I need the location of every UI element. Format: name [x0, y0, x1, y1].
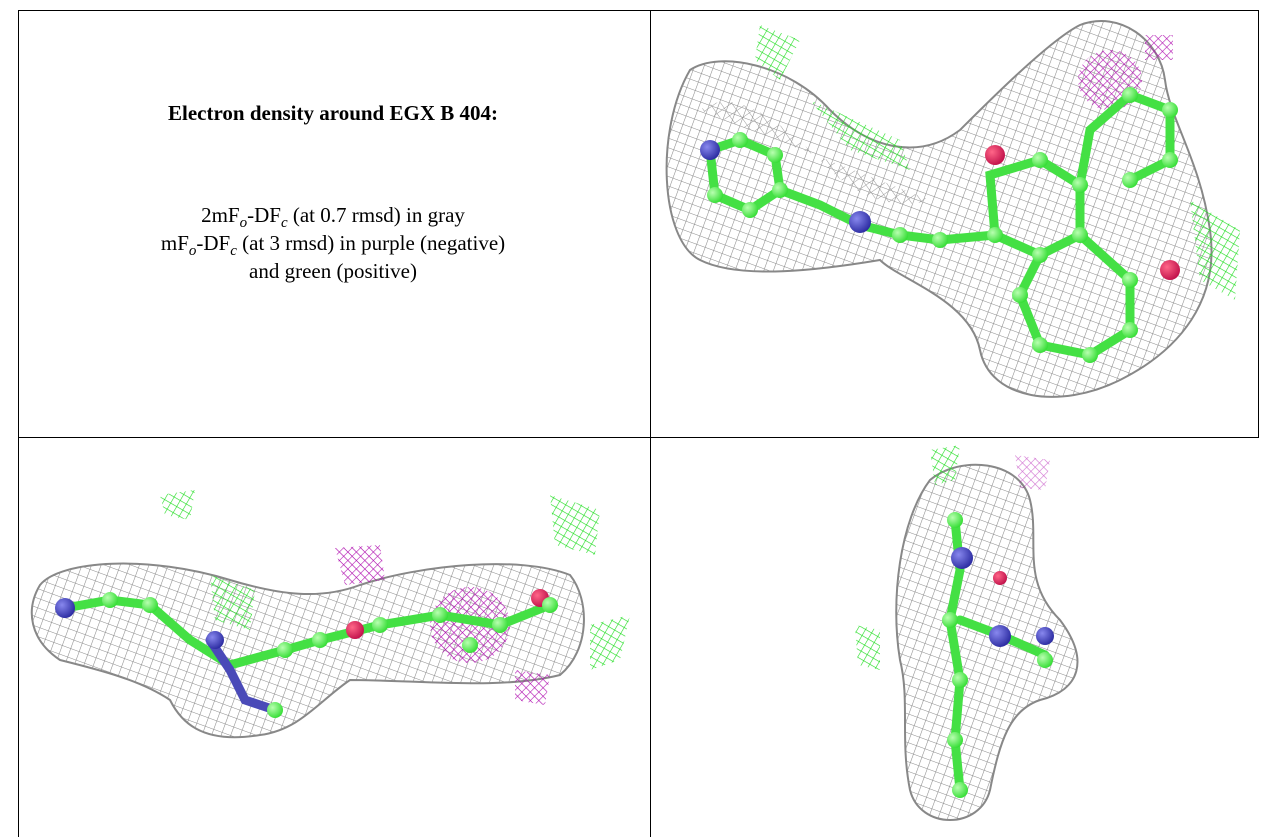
- table-borders: [18, 10, 1259, 837]
- subscript: o: [240, 215, 248, 231]
- caption-text: (at 0.7 rmsd) in gray: [288, 203, 466, 227]
- caption-text: and green (positive): [249, 259, 417, 283]
- caption-text: mF: [161, 231, 189, 255]
- caption-text: -DF: [196, 231, 230, 255]
- caption-text: -DF: [247, 203, 281, 227]
- density-view-side: [30, 490, 630, 739]
- caption-text: (at 3 rmsd) in purple (negative): [237, 231, 505, 255]
- density-view-end: [855, 445, 1079, 821]
- subscript: c: [230, 243, 237, 259]
- density-view-top: [665, 20, 1240, 398]
- caption-text: 2mF: [201, 203, 240, 227]
- caption-line: mFo-DFc (at 3 rmsd) in purple (negative): [161, 231, 505, 259]
- subscript: o: [189, 243, 197, 259]
- caption-title: Electron density around EGX B 404:: [168, 101, 498, 125]
- caption-line: 2mFo-DFc (at 0.7 rmsd) in gray: [201, 203, 465, 231]
- subscript: c: [281, 215, 288, 231]
- caption-line: and green (positive): [249, 259, 417, 283]
